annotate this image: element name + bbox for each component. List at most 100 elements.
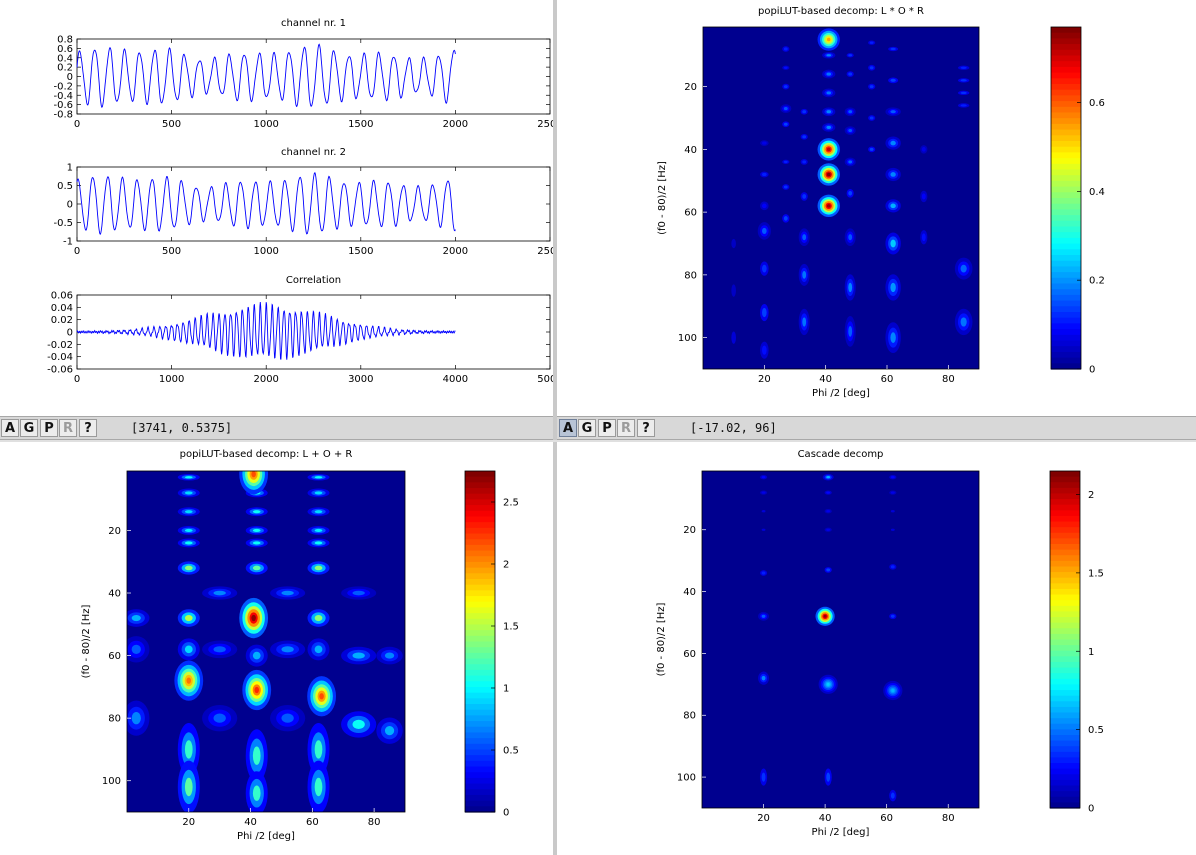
colorbar-cell (1051, 220, 1081, 228)
colorbar-tick-label: 0.2 (1089, 276, 1105, 287)
heatmap-blob (252, 528, 261, 532)
colorbar-cell (465, 658, 495, 665)
plot-frame (76, 294, 551, 370)
heatmap-blob (826, 568, 831, 572)
colorbar-cell (465, 652, 495, 660)
heatmap-blob (802, 135, 807, 139)
heatmap-blob (869, 66, 874, 70)
x-tick-label: 0 (74, 119, 80, 130)
heatmap-blob (890, 491, 895, 494)
colorbar-tick-label: 1.5 (1088, 568, 1104, 579)
heatmap-blob (869, 85, 874, 89)
colorbar-cell (1050, 774, 1080, 781)
colorbar-cell (1051, 38, 1081, 45)
colorbar-cell (1051, 84, 1081, 91)
x-tick-label: 0 (74, 246, 80, 257)
colorbar-cell (1050, 476, 1080, 483)
heatmap-blob (761, 528, 766, 531)
colorbar-cell (1051, 323, 1081, 330)
colorbar-cell (465, 590, 495, 597)
x-tick-label: 1000 (253, 246, 278, 257)
colorbar-tick-label: 1 (1088, 647, 1094, 658)
colorbar-cell (1050, 493, 1080, 500)
heatmap-peak (826, 147, 831, 152)
window-divider-horizontal (0, 440, 1196, 442)
y-tick-label: -0.02 (47, 340, 73, 351)
colorbar-cell (465, 704, 495, 711)
x-tick-label: 60 (881, 374, 894, 385)
print-button[interactable]: P (40, 419, 58, 437)
colorbar-cell (465, 800, 495, 807)
heatmap-peak (826, 204, 831, 208)
plot-frame (701, 470, 980, 809)
colorbar-cell (1051, 44, 1081, 51)
heatmap-blob (960, 264, 967, 273)
signals-window: channel nr. 1050010001500200025000.80.60… (0, 0, 553, 416)
heatmap-blob (314, 491, 323, 495)
heatmap-blob (826, 510, 831, 513)
rotate-button[interactable]: R (59, 419, 77, 437)
x-tick-label: 1000 (159, 374, 184, 385)
heatmap-blob (761, 510, 766, 513)
colorbar-cell (1050, 538, 1080, 545)
colorbar-cell (1050, 791, 1080, 798)
y-tick-label: 0 (67, 72, 73, 83)
heatmap-blob (783, 122, 788, 126)
print-button[interactable]: P (598, 419, 616, 437)
colorbar-cell (1050, 723, 1080, 730)
help-button[interactable]: ? (79, 419, 97, 437)
colorbar-cell (1051, 209, 1081, 216)
heatmap-blob (761, 675, 766, 681)
y-tick-label: 0 (67, 328, 73, 339)
x-tick-label: 2500 (537, 119, 553, 130)
colorbar-cell (465, 681, 495, 688)
y-tick-label: 0.02 (51, 315, 73, 326)
heatmap-blob (783, 160, 788, 164)
heatmap-blob (848, 325, 853, 337)
signal-line (76, 171, 456, 236)
colorbar-cell (465, 578, 495, 586)
y-axis-label: (f0 - 80)/2 [Hz] (81, 604, 92, 678)
colorbar-cell (1050, 617, 1080, 624)
grid-button[interactable]: G (20, 419, 38, 437)
x-tick-label: 500 (162, 246, 181, 257)
rotate-button[interactable]: R (617, 419, 635, 437)
grid-button[interactable]: G (578, 419, 596, 437)
colorbar-tick-label: 0 (503, 808, 509, 819)
heatmap-blob (869, 147, 874, 151)
colorbar-cell (1051, 163, 1081, 171)
colorbar-cell (465, 476, 495, 483)
colorbar-cell (1051, 266, 1081, 273)
heatmap-cells (731, 28, 973, 359)
heatmap-blob (890, 792, 895, 799)
heatmap-blob (802, 317, 807, 327)
y-tick-label: -0.2 (53, 81, 73, 92)
heatmap-blob (762, 264, 767, 273)
plot-title: Cascade decomp (798, 449, 884, 460)
colorbar-cell (1051, 226, 1081, 233)
colorbar-cell (1051, 294, 1081, 302)
autoscale-button[interactable]: A (1, 419, 19, 437)
y-tick-label: -0.04 (47, 352, 73, 363)
heatmap-blob (281, 590, 294, 596)
plot-title: popiLUT-based decomp: L + O + R (180, 449, 353, 460)
colorbar-cell (1051, 317, 1081, 324)
heatmap-blob (761, 772, 766, 782)
heatmap-blob (184, 645, 193, 654)
autoscale-button[interactable]: A (559, 419, 577, 437)
heatmap-blob (869, 41, 874, 44)
colorbar-cell (465, 510, 495, 518)
colorbar-cell (1051, 329, 1081, 336)
heatmap-blob (314, 777, 323, 797)
help-button[interactable]: ? (637, 419, 655, 437)
colorbar-cell (1050, 555, 1080, 562)
signals-figure: channel nr. 1050010001500200025000.80.60… (47, 18, 553, 385)
heatmap-blob (184, 614, 193, 622)
heatmap-blob (762, 141, 767, 145)
y-tick-label: -0.5 (53, 218, 73, 229)
heatmap-blob (252, 541, 261, 545)
colorbar-cell (1050, 600, 1080, 607)
x-tick-label: 80 (942, 813, 955, 824)
colorbar-cell (1050, 729, 1080, 736)
heatmap-blob (184, 740, 193, 759)
